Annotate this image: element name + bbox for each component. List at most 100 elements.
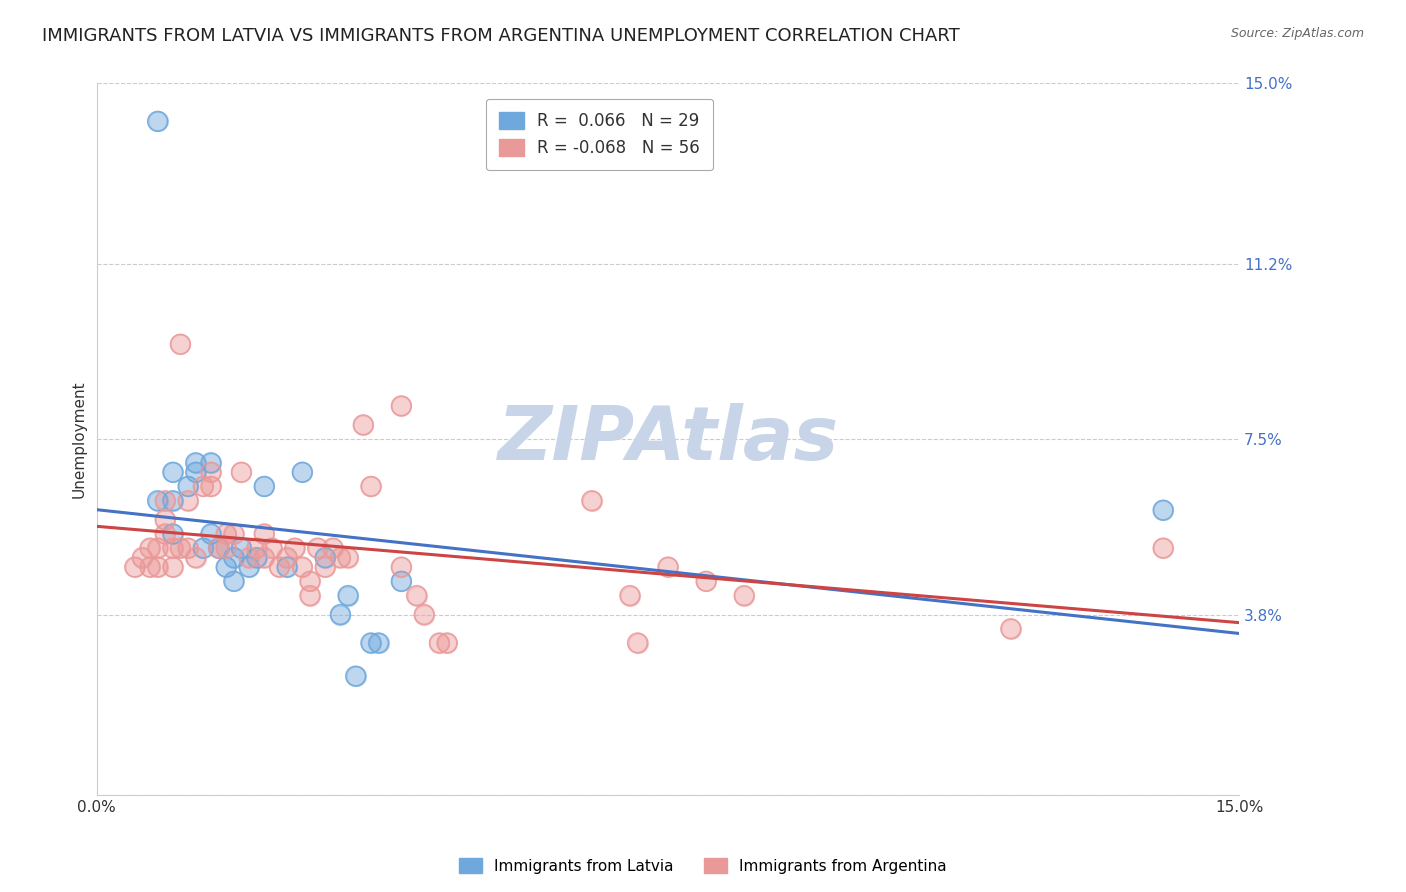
Point xyxy=(337,550,360,565)
Point xyxy=(291,560,314,574)
Point xyxy=(581,493,603,508)
Point xyxy=(298,574,321,589)
Point xyxy=(162,560,184,574)
Point xyxy=(360,479,382,493)
Point xyxy=(162,493,184,508)
Point xyxy=(329,550,352,565)
Point xyxy=(413,607,436,622)
Point xyxy=(155,527,177,541)
Point xyxy=(146,541,169,555)
Point xyxy=(1152,541,1174,555)
Point xyxy=(360,636,382,650)
Text: ZIPAtlas: ZIPAtlas xyxy=(498,402,838,475)
Point xyxy=(276,550,298,565)
Point xyxy=(193,541,215,555)
Point xyxy=(352,417,374,432)
Point xyxy=(184,550,207,565)
Point xyxy=(253,550,276,565)
Point xyxy=(231,465,253,479)
Point xyxy=(307,541,329,555)
Point xyxy=(231,465,253,479)
Point xyxy=(253,479,276,493)
Point xyxy=(619,589,641,603)
Point xyxy=(184,550,207,565)
Point xyxy=(184,465,207,479)
Point xyxy=(695,574,717,589)
Point xyxy=(298,574,321,589)
Point xyxy=(314,560,336,574)
Point xyxy=(131,550,153,565)
Point xyxy=(155,527,177,541)
Point xyxy=(155,493,177,508)
Point xyxy=(344,669,367,683)
Point xyxy=(200,465,222,479)
Point xyxy=(155,493,177,508)
Point xyxy=(162,541,184,555)
Point xyxy=(215,541,238,555)
Point xyxy=(291,465,314,479)
Point xyxy=(276,550,298,565)
Point xyxy=(146,114,169,128)
Point xyxy=(146,541,169,555)
Point xyxy=(322,541,344,555)
Point xyxy=(1000,622,1022,636)
Y-axis label: Unemployment: Unemployment xyxy=(72,380,86,498)
Point xyxy=(231,541,253,555)
Point xyxy=(389,560,412,574)
Point xyxy=(360,479,382,493)
Point xyxy=(193,479,215,493)
Point xyxy=(389,399,412,413)
Point xyxy=(389,560,412,574)
Point xyxy=(657,560,679,574)
Point xyxy=(162,560,184,574)
Point xyxy=(146,493,169,508)
Point xyxy=(253,527,276,541)
Point xyxy=(246,541,269,555)
Point xyxy=(131,550,153,565)
Point xyxy=(389,399,412,413)
Point xyxy=(626,636,648,650)
Point xyxy=(146,114,169,128)
Point xyxy=(177,541,200,555)
Point xyxy=(307,541,329,555)
Point xyxy=(200,527,222,541)
Point xyxy=(269,560,291,574)
Point xyxy=(215,541,238,555)
Point xyxy=(124,560,146,574)
Point xyxy=(222,574,245,589)
Point xyxy=(155,513,177,527)
Point xyxy=(260,541,283,555)
Point xyxy=(169,337,191,351)
Point xyxy=(246,550,269,565)
Point xyxy=(733,589,755,603)
Point xyxy=(695,574,717,589)
Point xyxy=(222,574,245,589)
Point xyxy=(207,541,229,555)
Point xyxy=(329,607,352,622)
Point xyxy=(291,465,314,479)
Point xyxy=(389,574,412,589)
Point xyxy=(177,493,200,508)
Point xyxy=(146,560,169,574)
Point xyxy=(184,465,207,479)
Point xyxy=(405,589,427,603)
Point xyxy=(207,541,229,555)
Point xyxy=(184,456,207,470)
Point xyxy=(222,527,245,541)
Point xyxy=(367,636,389,650)
Point xyxy=(139,560,162,574)
Point xyxy=(413,607,436,622)
Point xyxy=(367,636,389,650)
Point xyxy=(177,479,200,493)
Text: Source: ZipAtlas.com: Source: ZipAtlas.com xyxy=(1230,27,1364,40)
Point xyxy=(253,479,276,493)
Point xyxy=(429,636,451,650)
Point xyxy=(314,550,336,565)
Point xyxy=(253,527,276,541)
Point xyxy=(200,456,222,470)
Point xyxy=(389,574,412,589)
Point xyxy=(146,493,169,508)
Point xyxy=(200,465,222,479)
Text: IMMIGRANTS FROM LATVIA VS IMMIGRANTS FROM ARGENTINA UNEMPLOYMENT CORRELATION CHA: IMMIGRANTS FROM LATVIA VS IMMIGRANTS FRO… xyxy=(42,27,960,45)
Point xyxy=(329,607,352,622)
